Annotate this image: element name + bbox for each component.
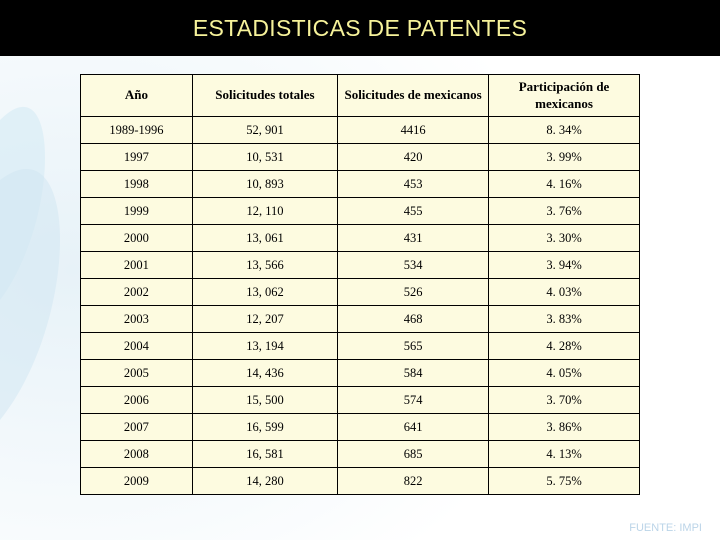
table-cell: 3. 99% — [489, 144, 640, 171]
table-cell: 4. 28% — [489, 333, 640, 360]
table-cell: 13, 062 — [192, 279, 337, 306]
table-row: 200716, 5996413. 86% — [81, 414, 640, 441]
table-cell: 2003 — [81, 306, 193, 333]
table-cell: 2002 — [81, 279, 193, 306]
table-cell: 2001 — [81, 252, 193, 279]
table-cell: 13, 194 — [192, 333, 337, 360]
table-cell: 3. 94% — [489, 252, 640, 279]
table-cell: 4. 05% — [489, 360, 640, 387]
table-cell: 2000 — [81, 225, 193, 252]
table-cell: 4. 13% — [489, 441, 640, 468]
table-cell: 8. 34% — [489, 117, 640, 144]
footer-source: FUENTE: IMPI — [629, 522, 702, 534]
table-cell: 565 — [338, 333, 489, 360]
table-row: 200816, 5816854. 13% — [81, 441, 640, 468]
table-cell: 584 — [338, 360, 489, 387]
table-cell: 685 — [338, 441, 489, 468]
table-cell: 822 — [338, 468, 489, 495]
table-row: 200514, 4365844. 05% — [81, 360, 640, 387]
table-cell: 2007 — [81, 414, 193, 441]
table-head: Año Solicitudes totales Solicitudes de m… — [81, 75, 640, 117]
table-cell: 12, 110 — [192, 198, 337, 225]
table-cell: 1999 — [81, 198, 193, 225]
table-header-row: Año Solicitudes totales Solicitudes de m… — [81, 75, 640, 117]
table-cell: 3. 30% — [489, 225, 640, 252]
table-row: 199912, 1104553. 76% — [81, 198, 640, 225]
col-header-total: Solicitudes totales — [192, 75, 337, 117]
table-row: 200914, 2808225. 75% — [81, 468, 640, 495]
table-cell: 641 — [338, 414, 489, 441]
table-cell: 4. 03% — [489, 279, 640, 306]
table-cell: 2004 — [81, 333, 193, 360]
table-cell: 13, 566 — [192, 252, 337, 279]
table-cell: 3. 86% — [489, 414, 640, 441]
table-cell: 52, 901 — [192, 117, 337, 144]
table-row: 199710, 5314203. 99% — [81, 144, 640, 171]
table-cell: 4416 — [338, 117, 489, 144]
table-row: 200615, 5005743. 70% — [81, 387, 640, 414]
title-bar: ESTADISTICAS DE PATENTES — [0, 0, 720, 56]
page-title: ESTADISTICAS DE PATENTES — [193, 15, 527, 42]
col-header-year: Año — [81, 75, 193, 117]
table-cell: 16, 599 — [192, 414, 337, 441]
table-cell: 13, 061 — [192, 225, 337, 252]
table-cell: 5. 75% — [489, 468, 640, 495]
table-cell: 431 — [338, 225, 489, 252]
table-cell: 15, 500 — [192, 387, 337, 414]
table-cell: 3. 70% — [489, 387, 640, 414]
table-row: 200312, 2074683. 83% — [81, 306, 640, 333]
table-row: 200213, 0625264. 03% — [81, 279, 640, 306]
table-cell: 1998 — [81, 171, 193, 198]
table-cell: 1989-1996 — [81, 117, 193, 144]
table-cell: 14, 436 — [192, 360, 337, 387]
col-header-part: Participación de mexicanos — [489, 75, 640, 117]
table-body: 1989-199652, 90144168. 34%199710, 531420… — [81, 117, 640, 495]
table-cell: 4. 16% — [489, 171, 640, 198]
table-row: 1989-199652, 90144168. 34% — [81, 117, 640, 144]
table-cell: 3. 83% — [489, 306, 640, 333]
table-cell: 2005 — [81, 360, 193, 387]
table-cell: 12, 207 — [192, 306, 337, 333]
table-cell: 420 — [338, 144, 489, 171]
table-cell: 2006 — [81, 387, 193, 414]
col-header-mex: Solicitudes de mexicanos — [338, 75, 489, 117]
table-cell: 468 — [338, 306, 489, 333]
table-row: 200113, 5665343. 94% — [81, 252, 640, 279]
table-cell: 455 — [338, 198, 489, 225]
table-cell: 14, 280 — [192, 468, 337, 495]
table-cell: 2008 — [81, 441, 193, 468]
table-row: 199810, 8934534. 16% — [81, 171, 640, 198]
table-cell: 574 — [338, 387, 489, 414]
table-cell: 10, 893 — [192, 171, 337, 198]
table-row: 200013, 0614313. 30% — [81, 225, 640, 252]
table-cell: 453 — [338, 171, 489, 198]
table-cell: 3. 76% — [489, 198, 640, 225]
patent-table-wrapper: Año Solicitudes totales Solicitudes de m… — [80, 74, 640, 495]
patent-table: Año Solicitudes totales Solicitudes de m… — [80, 74, 640, 495]
table-cell: 2009 — [81, 468, 193, 495]
table-cell: 16, 581 — [192, 441, 337, 468]
table-cell: 526 — [338, 279, 489, 306]
table-cell: 1997 — [81, 144, 193, 171]
table-cell: 534 — [338, 252, 489, 279]
table-row: 200413, 1945654. 28% — [81, 333, 640, 360]
table-cell: 10, 531 — [192, 144, 337, 171]
